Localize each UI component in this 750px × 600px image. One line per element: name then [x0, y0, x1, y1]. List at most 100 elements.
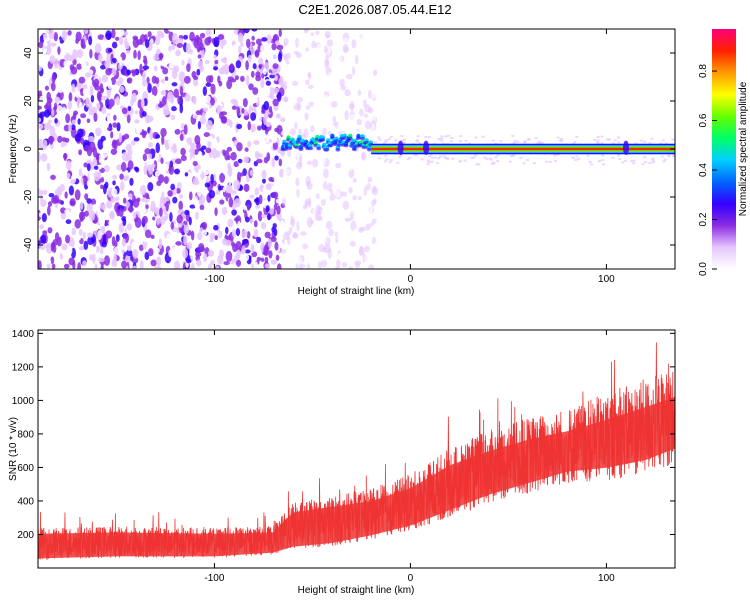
spectrogram-cell [39, 111, 47, 117]
spectrogram-cell [205, 214, 211, 224]
spectrogram-cell [331, 56, 338, 65]
spectrogram-cell [293, 50, 299, 55]
spectrogram-cell [261, 169, 267, 180]
spectrogram-cell [335, 208, 343, 216]
spectrogram-cell [512, 153, 516, 156]
spectrogram-cell [283, 85, 288, 90]
spectrogram-cell [170, 221, 175, 230]
spectrogram-cell [343, 256, 349, 262]
spectrogram-cell [661, 139, 665, 142]
spectrogram-cell [99, 203, 106, 210]
spectrogram-cell [295, 37, 299, 48]
spectrogram-cell [38, 65, 42, 72]
spectrogram-cell [560, 137, 564, 140]
spectrogram-cell [113, 114, 117, 121]
spectrogram-cell [371, 91, 378, 99]
spectrogram-cell [618, 158, 622, 161]
spectrogram-cell [154, 96, 159, 106]
spectrogram-cell [522, 162, 526, 165]
spectrogram-cell [349, 100, 355, 111]
spectrogram-cell [427, 135, 431, 138]
snr-y-label: SNR (10 * v/v) [8, 417, 19, 481]
spectrogram-cell [176, 214, 183, 224]
spectrogram-cell [225, 226, 229, 235]
spectrogram-cell [220, 41, 224, 49]
spectrogram-cell [273, 203, 278, 211]
spectrogram-cell [154, 151, 160, 162]
spectrogram-cell [244, 254, 250, 261]
spectrogram-cell [94, 263, 98, 269]
spectrogram-cell [85, 224, 91, 231]
x-tick-label: 100 [598, 573, 615, 584]
spectrogram-cell [115, 96, 120, 106]
spectrogram-cell [302, 185, 308, 191]
spectrogram-cell [313, 200, 320, 205]
spectrogram-cell [616, 136, 620, 139]
spectrogram-cell [265, 205, 270, 213]
spectrogram-cell [145, 204, 149, 209]
spectrogram-cell [643, 140, 647, 143]
spectrogram-cell [219, 199, 225, 205]
spectrogram-cell [111, 188, 118, 198]
spectrogram-cell [152, 45, 157, 51]
spectrogram-cell [310, 176, 314, 184]
spectrogram-cell [125, 201, 131, 209]
spectrogram-cell [86, 232, 94, 238]
spectrogram-cell [183, 34, 189, 40]
spectrogram-cell [494, 156, 498, 159]
spectrogram-cell [358, 56, 363, 65]
spectrogram-cell [364, 92, 369, 101]
spectrogram-cell [256, 256, 262, 262]
spectrogram-cell [291, 95, 298, 107]
spectrogram-cell [260, 44, 267, 54]
spectrogram-cell [323, 180, 328, 191]
spectrogram-cell [128, 193, 133, 200]
spectrogram-cell [89, 49, 93, 59]
spectrogram-cell [234, 217, 240, 222]
spectrogram-cell [170, 114, 176, 121]
spectrogram-cell [57, 135, 63, 143]
spectrogram-cell [112, 180, 116, 186]
spectrogram-cell [127, 160, 134, 170]
spectrogram-cell [243, 156, 250, 164]
spectrogram-cell [63, 152, 67, 161]
spectrogram-cell [278, 29, 282, 37]
spectrogram-cell [343, 47, 349, 53]
spectrogram-cell [463, 159, 467, 162]
spectrogram-cell [230, 151, 237, 161]
spectrogram-cell [121, 107, 128, 115]
spectrogram-cells [38, 29, 675, 269]
spectrogram-cell [252, 63, 257, 70]
spectrogram-cell [343, 37, 349, 45]
spectrogram-cell [236, 249, 241, 259]
spectrogram-cell [350, 88, 358, 94]
spectrogram-cell [111, 41, 118, 49]
spectrogram-cell [355, 54, 359, 65]
spectrogram-cell [88, 254, 94, 261]
spectrogram-cell [228, 197, 234, 208]
spectrogram-cell [335, 42, 342, 51]
spectrogram-cell [322, 207, 328, 218]
spectrogram-cell [262, 178, 266, 184]
spectrogram-cell [100, 184, 104, 190]
snr-series [38, 342, 675, 560]
spectrogram-cell [174, 260, 180, 269]
spectrogram-cell [88, 35, 93, 46]
spectrogram-cell [278, 158, 283, 167]
spectrogram-cell [99, 83, 104, 92]
spectrogram-cell [363, 187, 367, 196]
spectrogram-cell [97, 34, 105, 40]
spectrogram-cell [400, 135, 404, 138]
spectrogram-cell [201, 221, 208, 230]
spectrogram-cell [364, 168, 369, 173]
spectrogram-cell [68, 245, 73, 255]
spectrogram-cell [477, 163, 481, 166]
spectrogram-cell [254, 187, 260, 196]
spectrogram-cell [100, 176, 105, 183]
spectrogram-cell [264, 256, 269, 264]
spectrogram-cell [295, 140, 301, 145]
spectrogram-cell [307, 84, 314, 90]
spectrogram-cell [67, 30, 72, 36]
spectrogram-cell [397, 140, 404, 155]
spectrogram-cell [112, 122, 118, 128]
